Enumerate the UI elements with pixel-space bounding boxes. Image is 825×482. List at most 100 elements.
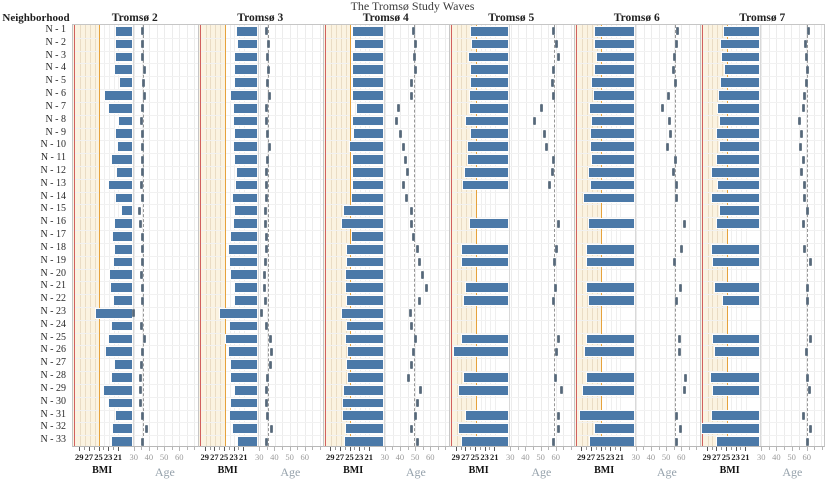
bmi-tick [233,447,235,451]
bmi-tick [335,447,337,450]
age-marker [417,258,421,267]
bmi-bar [342,384,384,396]
bmi-bar [711,166,760,178]
row-gridline [73,332,198,334]
row-gridline [575,153,700,155]
row-label: N - 12 [40,165,66,176]
age-marker [141,142,145,151]
row-gridline [700,101,824,103]
bmi-bar [113,64,133,76]
bmi-bar [350,230,384,242]
bmi-bar [590,115,635,127]
chart-title: The Tromsø Study Waves [350,0,475,13]
age-marker [800,129,804,138]
bmi-bar [722,25,760,37]
row-gridline [73,345,198,347]
bmi-tick-label: 21 [615,452,625,462]
age-axis-label: Age [782,465,803,479]
row-gridline [198,140,323,142]
row-gridline [198,166,323,167]
bmi-bar [351,64,384,76]
age-tick [548,447,550,450]
bmi-tick [494,447,496,451]
bmi-bar [460,436,510,446]
row-gridline [198,230,323,232]
bmi-bar [116,166,133,178]
bmi-tick [224,447,225,451]
row-gridline [700,294,824,296]
bmi-bar [587,295,635,306]
age-marker [665,142,669,151]
bmi-tick-label: 27 [335,452,345,462]
bmi-bar [468,89,510,101]
row-gridline [700,345,824,347]
row-gridline [324,217,449,219]
age-marker [547,181,551,190]
bmi-bar [113,359,133,370]
row-gridline [73,101,198,103]
age-gridline [813,25,815,446]
row-gridline [449,281,574,283]
row-gridline [324,114,449,116]
row-gridline [198,101,323,103]
row-gridline [575,89,700,91]
bmi-tick-label: 25 [596,452,605,462]
row-label: N - 25 [40,331,66,343]
age-marker [674,181,678,190]
bmi-bar [590,154,635,165]
bmi-tick-label: 25 [721,452,731,462]
bmi-bar [350,192,384,204]
age-tick [282,447,284,450]
bmi-tick-label: 25 [470,452,480,462]
row-gridline [324,63,449,65]
row-gridline [575,307,700,308]
mean-age-line [553,25,555,446]
age-marker [417,296,421,305]
bmi-tick-label: 21 [239,452,248,462]
age-marker [263,206,267,215]
row-gridline [198,153,323,155]
age-gridline [304,25,306,446]
age-tick [407,447,409,450]
bmi-tick [711,447,713,450]
age-tick [141,447,143,450]
bmi-axis-label: BMI [594,465,615,476]
age-marker [142,78,146,87]
bmi-bar [593,38,635,50]
age-marker [397,104,401,113]
bmi-bar [233,115,259,127]
row-gridline [198,114,323,116]
age-gridline [400,25,402,446]
age-marker [802,411,806,420]
age-gridline [171,25,173,446]
age-tick [761,447,763,451]
age-gridline [422,25,424,446]
age-tick [784,447,786,450]
bmi-gridline [707,25,709,446]
row-label: N - 15 [40,203,66,215]
age-marker [139,117,143,126]
bmi-bar [235,166,259,178]
bmi-tick-label: 23 [354,452,364,462]
bmi-gridline [712,25,714,446]
row-gridline [575,191,700,193]
bmi-bar [113,256,133,268]
subpanel-separator [634,25,636,446]
row-gridline [73,307,198,308]
bmi-bar [458,384,510,396]
bmi-bar [120,205,133,217]
bmi-bar [582,384,635,396]
wave-panel-plot-area [574,24,700,447]
row-gridline [449,383,574,385]
bmi-bar [114,51,133,63]
age-marker [805,283,809,292]
row-gridline [198,396,323,398]
row-gridline [198,204,323,206]
bmi-bar [95,307,133,319]
bmi-tick [88,447,90,451]
bmi-bar [340,218,384,229]
row-gridline [198,281,323,283]
bmi-bar [114,25,133,37]
bmi-bar [353,128,384,140]
